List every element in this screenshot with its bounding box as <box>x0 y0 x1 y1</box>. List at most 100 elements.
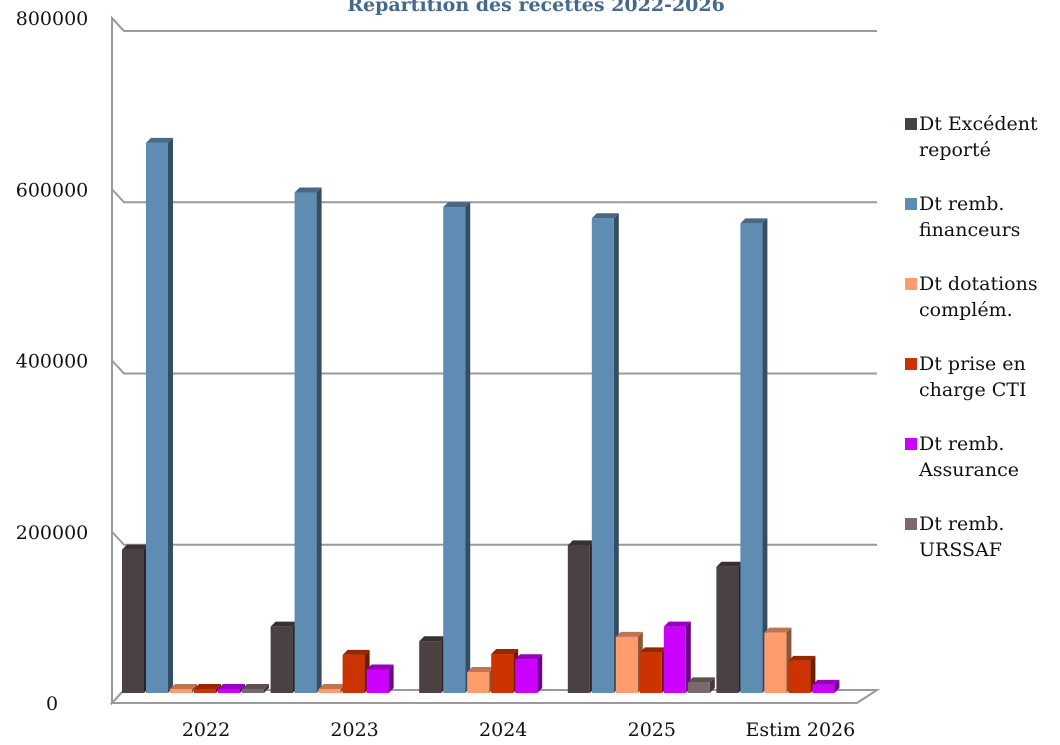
bar <box>491 649 519 693</box>
bar <box>218 684 245 693</box>
x-tick-label: 2023 <box>330 719 378 741</box>
bar-top <box>194 684 221 689</box>
legend-item: Dt Excédent reporté <box>905 113 1038 161</box>
legend-item: Dt prise en charge CTI <box>905 353 1026 401</box>
bar <box>687 677 715 693</box>
y-tick-label: 800000 <box>16 8 89 30</box>
bar-front <box>342 654 365 693</box>
bar <box>591 213 619 693</box>
bar-front <box>170 689 192 693</box>
y-tick-label: 200000 <box>16 522 89 544</box>
bar-top <box>467 667 495 673</box>
bar-front <box>591 218 614 693</box>
bar <box>270 621 298 693</box>
bar <box>146 137 173 693</box>
legend-label: charge CTI <box>919 379 1026 401</box>
bar-front <box>294 192 317 693</box>
bar-top <box>491 649 519 655</box>
bar-front <box>491 654 514 693</box>
bar-top <box>294 187 322 193</box>
bar-front <box>788 660 811 693</box>
bar <box>318 684 346 693</box>
legend-swatch <box>905 518 917 530</box>
bar-top <box>591 213 619 219</box>
bar-side <box>709 677 715 693</box>
legend-item: Dt remb. Assurance <box>905 433 1019 481</box>
legend-item: Dt remb. URSSAF <box>905 513 1004 561</box>
bar-front <box>194 689 216 693</box>
legend-swatch <box>905 438 917 450</box>
gridline <box>111 17 877 32</box>
bar-top <box>146 137 173 143</box>
legend: Dt Excédent reporté Dt remb. financeurs Dt d… <box>905 113 1038 561</box>
x-tick-label: 2022 <box>182 719 230 741</box>
bar <box>342 649 370 693</box>
bar <box>122 544 149 693</box>
bar-top <box>242 684 269 689</box>
bar <box>716 561 744 693</box>
gridline <box>111 188 877 204</box>
bar-front <box>318 689 341 693</box>
legend-swatch <box>905 358 917 370</box>
bar-front <box>467 672 490 693</box>
bar-side <box>316 187 322 693</box>
legend-label: reporté <box>919 139 991 161</box>
bar-top <box>812 679 840 685</box>
legend-label: Assurance <box>918 459 1019 481</box>
bar <box>639 647 667 693</box>
bar <box>788 655 816 693</box>
bar-top <box>419 636 447 642</box>
bar-top <box>788 655 816 661</box>
bar-front <box>515 659 538 693</box>
chart-title: Répartition des recettes 2022-2026 <box>347 0 725 16</box>
legend-label: financeurs <box>919 219 1020 241</box>
bar-front <box>615 636 638 693</box>
bar-front <box>740 223 763 694</box>
bar-front <box>764 632 787 693</box>
bar-side <box>388 664 394 693</box>
bar-top <box>687 677 715 683</box>
bar-top <box>663 621 691 627</box>
bar-top <box>615 631 643 637</box>
gridline <box>111 531 877 546</box>
chart-floor <box>109 689 881 704</box>
bar-side <box>834 679 840 693</box>
bar-top <box>318 684 346 689</box>
bar <box>567 540 595 693</box>
legend-label: complém. <box>919 299 1013 321</box>
bar-front <box>270 626 293 693</box>
bar-front <box>146 142 168 693</box>
bar-top <box>639 647 667 653</box>
bars <box>122 137 840 694</box>
legend-swatch <box>905 118 917 130</box>
bar-top <box>122 544 149 550</box>
bar-front <box>419 641 442 693</box>
bar <box>764 627 792 693</box>
bar-front <box>122 549 144 693</box>
y-tick-label: 0 <box>46 693 58 715</box>
bar-side <box>685 621 691 693</box>
bar-front <box>687 682 710 693</box>
bar-side <box>264 684 269 693</box>
gridline <box>111 359 877 375</box>
bar-top <box>170 684 197 689</box>
gridlines <box>111 17 877 546</box>
bar <box>242 684 269 693</box>
bar-front <box>242 689 264 693</box>
legend-label: Dt prise en <box>919 353 1026 375</box>
bar <box>515 654 543 693</box>
x-tick-label: 2024 <box>479 719 527 741</box>
bar <box>194 684 221 693</box>
bar <box>615 631 643 693</box>
bar <box>663 621 691 693</box>
bar <box>366 664 394 693</box>
bar-front <box>218 689 240 693</box>
y-axis-tick-labels: 0 200000 400000 600000 800000 <box>16 8 89 715</box>
bar-top <box>366 664 394 670</box>
bar <box>170 684 197 693</box>
legend-label: Dt remb. <box>919 513 1004 535</box>
legend-label: Dt remb. <box>919 193 1004 215</box>
bar-side <box>168 137 173 693</box>
bar-top <box>342 649 370 655</box>
